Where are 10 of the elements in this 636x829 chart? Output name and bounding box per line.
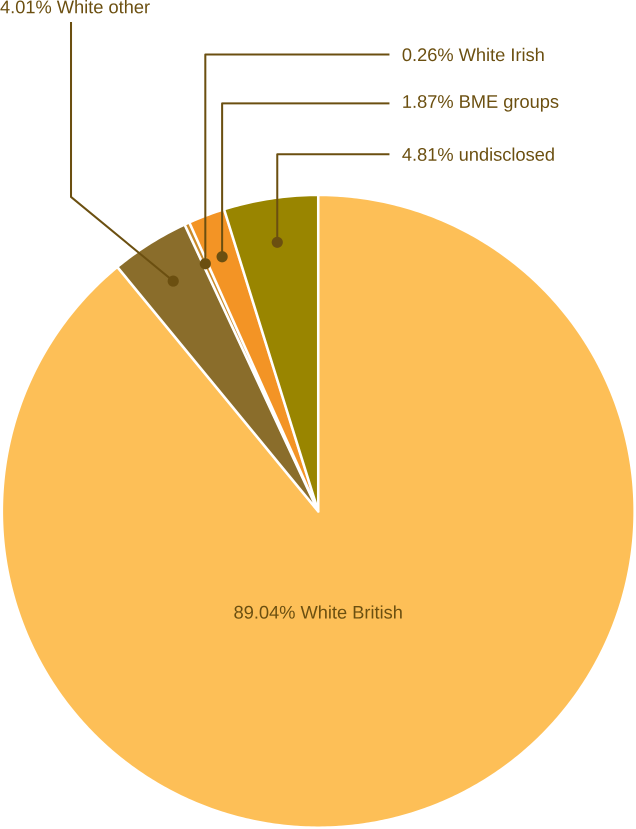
data-label: 89.04% bbox=[234, 606, 295, 619]
data-label: 1.87% bbox=[403, 95, 453, 108]
slice-label: White other bbox=[56, 0, 150, 14]
slice-label: undisclosed bbox=[460, 148, 554, 161]
data-label: 4.81% bbox=[402, 148, 453, 161]
data-label: 0.26% bbox=[402, 48, 453, 62]
slice-label: BME groups bbox=[460, 95, 558, 112]
data-label: 4.01% bbox=[0, 0, 52, 14]
slice-label: White British bbox=[300, 605, 402, 619]
slice-label: White Irish bbox=[458, 48, 544, 62]
